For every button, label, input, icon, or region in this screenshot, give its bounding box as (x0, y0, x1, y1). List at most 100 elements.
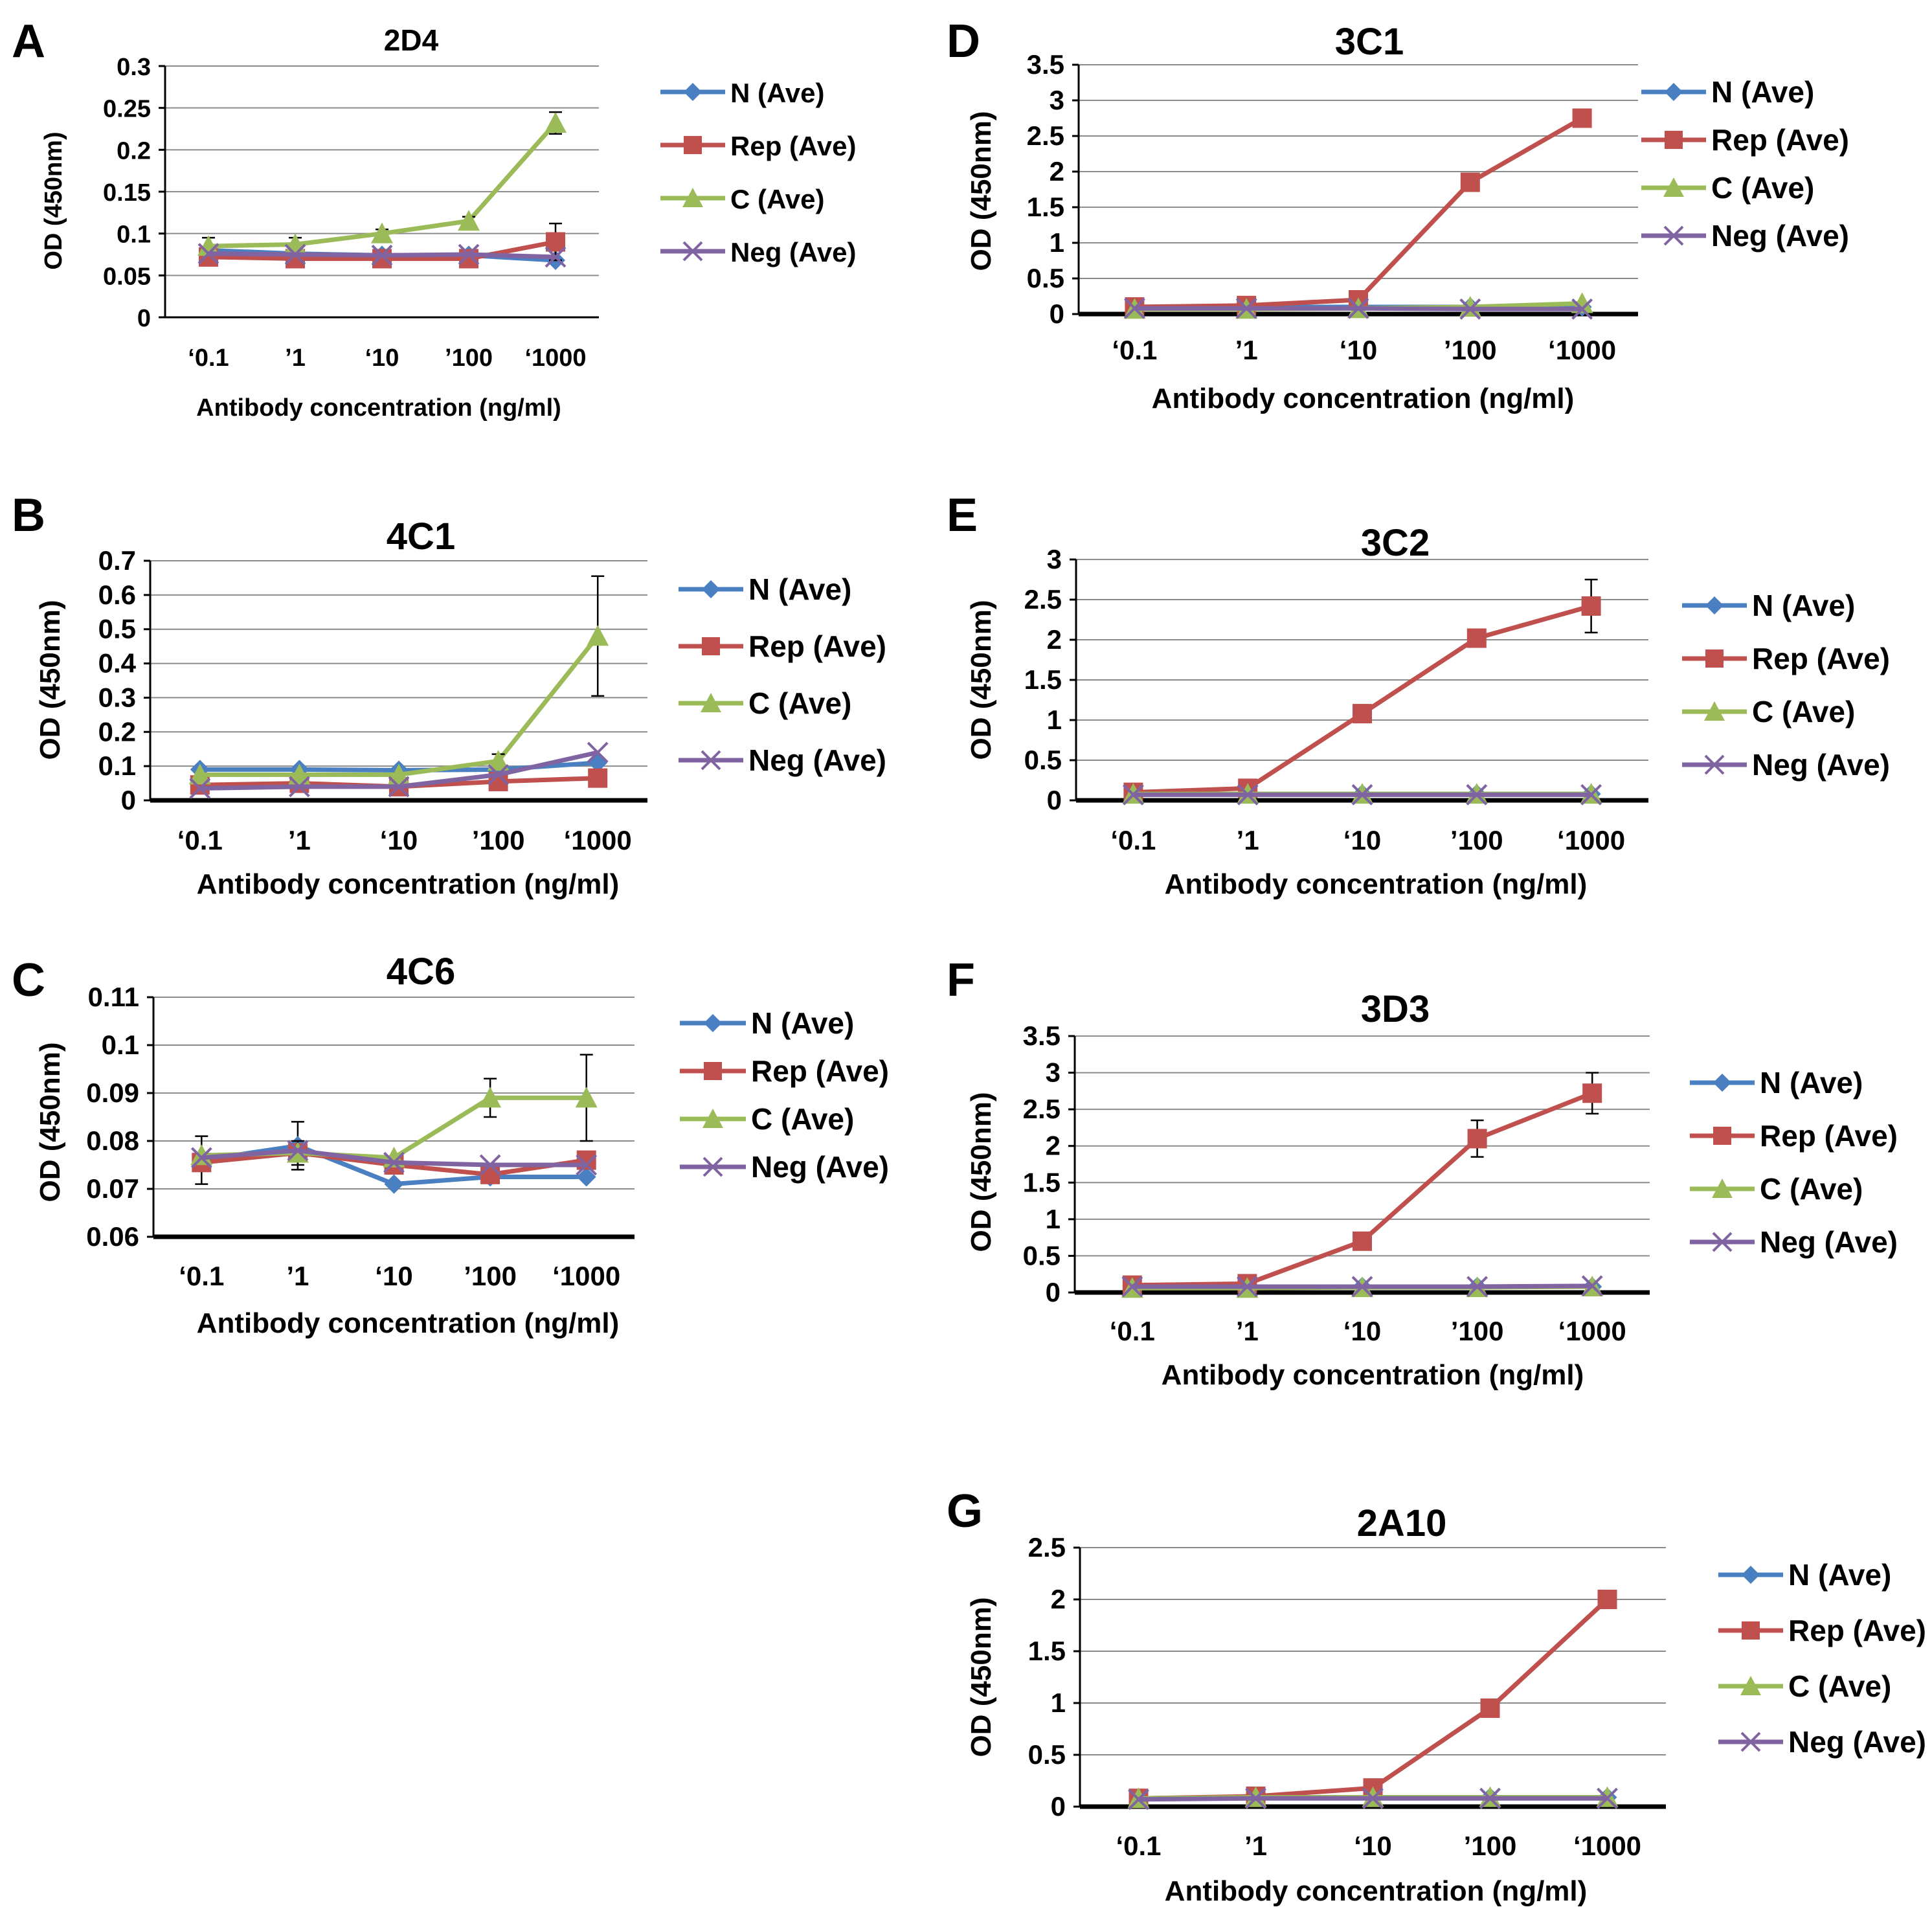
chart-panel-c: C 4C6 0.06 0.07 0.08 0.09 0.1 0.11 OD (450nm)… (12, 951, 889, 1339)
y-axis-label: OD (450nm) (40, 131, 67, 269)
legend-item: Neg (Ave) (1718, 1725, 1926, 1759)
series-rep-point (588, 768, 608, 788)
legend-label: N (Ave) (1788, 1558, 1891, 1592)
legend-item: Neg (Ave) (1641, 219, 1849, 253)
x-tick-label: ‘1000 (1548, 335, 1616, 365)
legend-label: C (Ave) (730, 184, 824, 214)
legend-item: C (Ave) (1682, 695, 1855, 728)
y-tick-label: 0 (137, 305, 151, 332)
legend-label: Neg (Ave) (1760, 1225, 1898, 1259)
legend-marker (1712, 1232, 1733, 1252)
y-tick-label: 0.11 (88, 982, 139, 1012)
legend-marker (1740, 1732, 1761, 1752)
x-tick-label: ‘10 (1343, 825, 1381, 855)
x-tick-label: ’100 (472, 825, 525, 855)
series-rep-point (1480, 1698, 1500, 1718)
legend-label: C (Ave) (1788, 1669, 1891, 1703)
y-tick-label: 0 (1050, 299, 1064, 329)
legend-item: N (Ave) (1718, 1558, 1891, 1592)
series-neg-point (288, 776, 310, 798)
series-rep-point (480, 1164, 500, 1184)
series-rep-point (1582, 1083, 1602, 1103)
legend-marker (1712, 1179, 1733, 1198)
y-axis-label: OD (450nm) (34, 1043, 66, 1202)
legend-marker (1713, 1074, 1731, 1092)
series-c-point (190, 1144, 213, 1166)
legend-item: Rep (Ave) (1682, 642, 1890, 675)
y-tick-label: 0.2 (98, 716, 136, 747)
series-rep-point (1467, 1129, 1487, 1149)
series-neg-point (1237, 784, 1259, 806)
x-tick-label: ’1 (1235, 335, 1258, 365)
y-tick-label: 0 (1047, 785, 1062, 815)
x-tick-label: ’1 (1236, 1316, 1259, 1346)
series-rep (1125, 108, 1592, 317)
y-tick-label: 3.5 (1027, 49, 1064, 80)
y-tick-label: 2.5 (1024, 584, 1062, 615)
series-neg-point (1121, 1276, 1143, 1298)
series-rep-point (1353, 704, 1372, 724)
x-tick-label: ‘1000 (1558, 1316, 1626, 1346)
legend-item: Rep (Ave) (1641, 123, 1849, 157)
x-tick-label: ‘1000 (552, 1261, 620, 1291)
series-neg (189, 741, 609, 799)
x-tick-label: ’100 (1464, 1831, 1517, 1861)
y-tick-label: 1.5 (1023, 1167, 1061, 1197)
x-tick-label: ‘10 (1354, 1831, 1391, 1861)
series-neg-point (479, 1154, 501, 1176)
y-axis-label: OD (450nm) (965, 600, 997, 760)
legend-marker (1663, 225, 1684, 246)
x-tick-label: ’1 (288, 825, 311, 855)
chart-panel-g: G 2A10 0 0.5 1 1.5 2 2.5 OD (450nm) ‘0.1 ’1 ‘10… (947, 1485, 1926, 1907)
x-tick-label: ‘0.1 (1110, 1316, 1155, 1346)
y-tick-label: 0 (121, 785, 136, 815)
series-neg-point (576, 1154, 598, 1176)
series-rep-line (1133, 604, 1592, 795)
y-tick-label: 0.15 (103, 179, 151, 207)
y-tick-label: 0.09 (86, 1077, 139, 1108)
y-tick-label: 0 (1051, 1791, 1066, 1822)
legend-marker (1704, 754, 1725, 775)
series-neg-point (383, 1151, 405, 1173)
legend-label: Rep (Ave) (1788, 1614, 1926, 1647)
series-neg (190, 1140, 598, 1176)
series-neg-point (458, 243, 480, 265)
chart-title: 4C1 (387, 515, 455, 558)
legend-label: C (Ave) (1760, 1172, 1863, 1206)
series-neg (1121, 1275, 1603, 1298)
series-neg-point (287, 1140, 309, 1162)
panel-letter: C (12, 954, 45, 1006)
x-tick-label: ‘1000 (524, 344, 586, 372)
y-tick-label: 0.5 (1023, 1240, 1061, 1270)
legend-item: N (Ave) (1641, 75, 1814, 109)
y-tick-label: 1.5 (1024, 664, 1062, 695)
series-c-point (479, 1087, 502, 1108)
legend-marker (1705, 649, 1724, 668)
legend-label: Rep (Ave) (751, 1054, 889, 1088)
series-rep (1122, 1072, 1602, 1295)
y-tick-label: 0.7 (98, 545, 136, 576)
legend: N (Ave) Rep (Ave) C (Ave) Neg (Ave) (660, 78, 856, 267)
panel-letter: G (947, 1485, 983, 1537)
y-tick-label: 0.5 (1028, 1739, 1066, 1770)
series-neg-point (1597, 1787, 1618, 1809)
legend-label: C (Ave) (1711, 171, 1814, 205)
series-rep-point (546, 232, 565, 252)
legend-label: N (Ave) (1752, 589, 1855, 622)
series-neg-point (1459, 298, 1481, 320)
series-c-point (545, 111, 567, 133)
y-tick-label: 0.2 (117, 137, 151, 164)
legend-marker (1705, 596, 1724, 615)
legend-label: Neg (Ave) (748, 743, 886, 777)
x-tick-label: ‘10 (365, 344, 399, 372)
legend-label: Neg (Ave) (751, 1150, 889, 1184)
series-c-point (587, 625, 609, 646)
x-axis-label: Antibody concentration (ng/ml) (1165, 868, 1588, 900)
series-neg-point (545, 246, 567, 268)
series-rep (1129, 1590, 1617, 1809)
chart-panel-e: E 3C2 0 0.5 1 1.5 2 2.5 3 OD (450nm) ‘0.1 ’1 ‘10… (947, 490, 1890, 900)
legend-item: C (Ave) (1641, 171, 1814, 205)
legend-label: Rep (Ave) (1752, 642, 1890, 675)
x-tick-label: ‘10 (375, 1261, 412, 1291)
legend: N (Ave) Rep (Ave) C (Ave) Neg (Ave) (1718, 1558, 1926, 1759)
